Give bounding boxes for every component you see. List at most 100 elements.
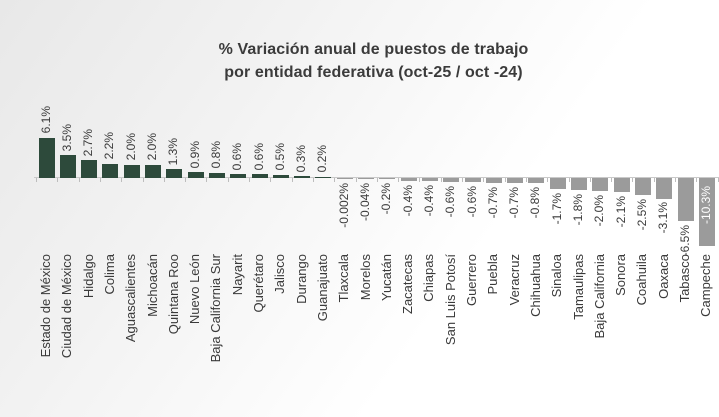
axis-tick (483, 178, 485, 182)
bar-hidalgo (81, 160, 98, 178)
value-label-tamaulipas: -1.8% (571, 193, 585, 226)
bar-nuevo-leon (187, 172, 204, 178)
bar-chihuahua (528, 178, 545, 184)
value-label-aguascalientes: 2.0% (123, 133, 138, 161)
bar-zacatecas (400, 178, 417, 181)
category-label-guerrero: Guerrero (464, 254, 479, 307)
value-label-baja-california: -2.0% (592, 195, 607, 227)
value-label-baja-california-sur: 0.8% (208, 141, 223, 169)
x-axis-line (34, 177, 719, 178)
axis-tick (57, 178, 59, 182)
bar-jalisco (272, 174, 289, 178)
axis-tick (398, 178, 400, 182)
bar-estado-de-mexico (38, 137, 55, 178)
category-label-baja-california: Baja California (591, 254, 607, 339)
value-label-jalisco: 0.5% (272, 143, 287, 171)
bar-coahuila (634, 178, 651, 195)
bar-michoacan (145, 164, 161, 178)
bar-chiapas (421, 178, 438, 181)
value-label-michoacan: 2.0% (145, 133, 159, 161)
bar-queretaro (251, 174, 268, 178)
axis-tick (142, 178, 144, 182)
axis-tick (419, 178, 421, 182)
value-label-durango: 0.3% (294, 144, 309, 173)
value-label-yucatan: -0.2% (379, 183, 394, 215)
axis-tick (99, 178, 101, 182)
value-label-campeche: -10.3% (698, 186, 713, 225)
axis-tick (312, 178, 314, 182)
value-label-chihuahua: -0.8% (528, 187, 543, 219)
axis-tick (462, 178, 463, 182)
axis-tick (696, 178, 698, 182)
bar-sinaloa (549, 178, 566, 190)
value-label-morelos: -0.04% (358, 183, 372, 222)
value-label-hidalgo: 2.7% (81, 128, 96, 157)
axis-tick (504, 178, 506, 182)
category-label-estado-de-mexico: Estado de México (38, 254, 53, 358)
chart-title-line-1: % Variación anual de puestos de trabajo (218, 41, 529, 58)
value-label-coahuila: -2.5% (634, 198, 649, 230)
category-label-veracruz: Veracruz (506, 254, 522, 306)
bar-campeche (698, 178, 715, 246)
bar-oaxaca (656, 178, 673, 199)
axis-tick (163, 178, 165, 182)
category-label-yucatan: Yucatán (378, 254, 394, 301)
bar-puebla (485, 178, 502, 183)
bar-sonora (613, 178, 630, 192)
bar-durango (294, 176, 311, 178)
category-label-aguascalientes: Aguascalientes (123, 254, 139, 343)
value-label-zacatecas: -0.4% (400, 184, 415, 216)
axis-tick (355, 178, 357, 182)
value-label-guanajuato: 0.2% (315, 145, 330, 173)
axis-tick (185, 178, 187, 182)
axis-tick (270, 178, 272, 182)
value-label-puebla: -0.7% (485, 186, 500, 218)
category-label-sonora: Sonora (613, 254, 629, 296)
axis-tick (611, 178, 613, 182)
category-label-baja-california-sur: Baja California Sur (208, 254, 224, 363)
category-label-puebla: Puebla (485, 254, 501, 295)
bar-tlaxcala (336, 178, 353, 179)
bar-san-luis-potosi (443, 178, 460, 182)
category-label-quintana-roo: Quintana Roo (165, 254, 181, 335)
axis-tick (36, 178, 37, 182)
category-label-zacatecas: Zacatecas (400, 254, 416, 314)
category-label-colima: Colima (101, 254, 117, 295)
category-label-ciudad-de-mexico: Ciudad de México (59, 254, 75, 359)
category-label-chiapas: Chiapas (421, 254, 437, 302)
category-label-oaxaca: Oaxaca (655, 254, 671, 299)
value-label-queretaro: 0.6% (251, 142, 266, 171)
category-label-tabasco: Tabasco (677, 254, 692, 303)
axis-tick (440, 178, 442, 182)
category-label-coahuila: Coahuila (634, 254, 650, 306)
axis-tick (717, 178, 719, 182)
category-label-morelos: Morelos (357, 254, 373, 301)
chart-title-line-2: por entidad federativa (oct-25 / oct -24… (224, 64, 523, 81)
value-label-chiapas: -0.4% (421, 184, 436, 216)
category-label-hidalgo: Hidalgo (80, 254, 96, 299)
value-label-sinaloa: -1.7% (549, 193, 564, 225)
axis-tick (568, 178, 570, 182)
value-label-oaxaca: -3.1% (656, 202, 671, 234)
bar-veracruz (507, 178, 524, 183)
bar-aguascalientes (123, 164, 140, 178)
axis-tick (653, 178, 655, 182)
bar-guanajuato (315, 176, 332, 178)
category-label-nuevo-leon: Nuevo León (187, 254, 203, 325)
category-label-jalisco: Jalisco (272, 254, 288, 294)
value-label-colima: 2.2% (102, 132, 117, 160)
axis-tick (291, 178, 293, 182)
bar-nayarit (230, 174, 247, 178)
value-label-tlaxcala: -0.002% (336, 183, 351, 228)
category-label-michoacan: Michoacán (144, 254, 160, 317)
axis-tick (227, 178, 229, 182)
axis-tick (376, 178, 378, 182)
bar-tabasco (677, 178, 694, 221)
chart-title: % Variación anual de puestos de trabajo … (14, 38, 719, 84)
axis-tick (525, 178, 527, 182)
category-label-san-luis-potosi: San Luis Potosí (442, 254, 458, 346)
category-label-queretaro: Querétaro (251, 254, 266, 313)
bar-morelos (358, 178, 374, 179)
